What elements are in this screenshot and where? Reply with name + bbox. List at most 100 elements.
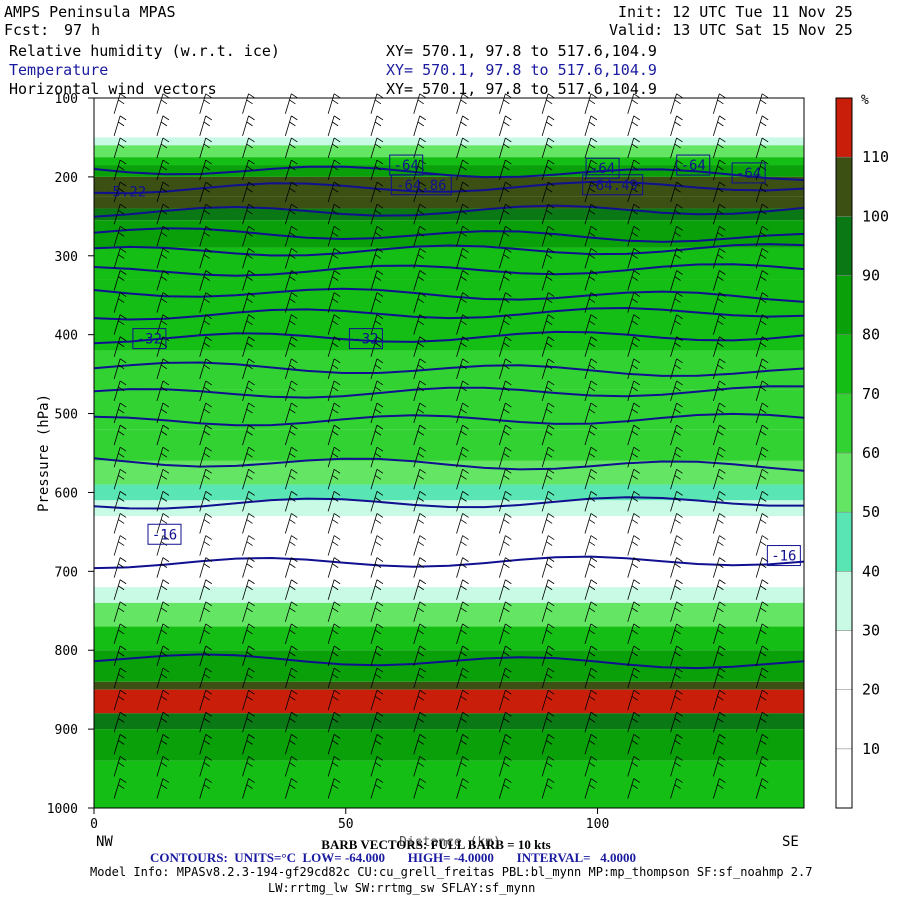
wind-barb: [456, 93, 469, 114]
colorbar-tick-label: 50: [862, 503, 880, 521]
wind-barb: [327, 734, 341, 755]
wind-barb: [284, 248, 298, 269]
contour-label-box: [731, 162, 766, 184]
wind-barb: [156, 159, 170, 181]
wind-barb: [712, 513, 726, 534]
init-time: Init: 12 UTC Tue 11 Nov 25: [618, 3, 853, 21]
wind-barb: [584, 446, 598, 468]
rh-band: [94, 602, 804, 627]
wind-barb: [156, 225, 170, 247]
wind-barb: [584, 248, 598, 269]
wind-barb: [370, 270, 384, 291]
wind-barb: [242, 270, 255, 291]
wind-barb: [498, 711, 512, 733]
wind-barb: [413, 314, 426, 335]
wind-barb: [755, 93, 769, 114]
wind-barb: [413, 225, 426, 247]
wind-barb: [284, 93, 298, 114]
wind-barb: [712, 491, 726, 512]
wind-barb: [113, 623, 127, 645]
wind-barb: [370, 778, 384, 799]
wind-barb: [370, 579, 384, 600]
wind-barb: [541, 601, 555, 622]
wind-barb: [156, 292, 170, 313]
wind-barb: [670, 689, 683, 711]
wind-barb: [156, 778, 170, 799]
wind-barb: [156, 711, 170, 733]
wind-barb: [670, 667, 683, 689]
wind-barb: [327, 203, 341, 225]
wind-barb: [199, 756, 212, 777]
wind-barb: [156, 601, 170, 622]
wind-barb: [327, 314, 341, 335]
wind-barb: [498, 424, 512, 446]
wind-barb: [755, 380, 769, 402]
wind-barb: [456, 756, 469, 777]
wind-barb: [327, 93, 341, 114]
wind-barb: [284, 270, 298, 291]
wind-barb: [413, 181, 426, 203]
rh-band: [94, 98, 804, 138]
wind-barb: [670, 248, 683, 269]
wind-barb: [712, 557, 726, 578]
wind-barb: [199, 579, 212, 600]
wind-barb: [498, 358, 512, 379]
wind-barb: [584, 756, 598, 777]
colorbar-tick-label: 90: [862, 267, 880, 285]
wind-barb: [199, 402, 212, 424]
wind-barb: [413, 711, 426, 733]
wind-barb: [199, 778, 212, 799]
wind-barb: [498, 623, 512, 645]
wind-barb: [456, 579, 469, 600]
colorbar-frame: [835, 97, 853, 809]
wind-barb: [413, 248, 426, 269]
wind-barb: [712, 667, 726, 689]
wind-barb: [498, 734, 512, 755]
wind-barb: [113, 270, 127, 291]
wind-barb: [712, 380, 726, 402]
wind-barb: [413, 645, 426, 667]
x-tick-label: 0: [90, 817, 98, 832]
wind-barb: [156, 203, 170, 225]
wind-barb: [199, 645, 212, 667]
wind-barb: [242, 424, 255, 446]
contour-label-extra: -5.22: [104, 185, 146, 201]
wind-barb: [456, 491, 469, 512]
wind-barb: [627, 468, 640, 490]
wind-barb: [498, 380, 512, 402]
wind-barb: [242, 579, 255, 600]
wind-barb: [156, 557, 170, 578]
wind-barb: [370, 601, 384, 622]
wind-barb: [113, 248, 127, 269]
wind-barb: [541, 248, 555, 269]
wind-barb: [242, 380, 255, 402]
wind-barb: [284, 667, 298, 689]
colorbar-tick-label: 70: [862, 385, 880, 403]
wind-barb: [413, 115, 426, 136]
wind-barb: [284, 115, 298, 136]
wind-barb: [199, 137, 212, 159]
wind-barb: [456, 667, 469, 689]
wind-barb: [370, 380, 384, 402]
colorbar-tick-label: 80: [862, 326, 880, 344]
wind-barb: [670, 93, 683, 114]
barb-note: BARB VECTORS: FULL BARB = 10 kts: [321, 837, 550, 852]
wind-barb: [156, 358, 170, 379]
wind-barb: [284, 137, 298, 159]
wind-barb: [413, 756, 426, 777]
wind-barb: [327, 336, 341, 357]
wind-barb: [584, 424, 598, 446]
wind-barb: [413, 734, 426, 755]
wind-barb: [327, 667, 341, 689]
wind-barb: [712, 446, 726, 468]
contour-label: -64: [394, 158, 419, 174]
wind-barb: [327, 601, 341, 622]
wind-barb: [627, 491, 640, 512]
wind-barb: [370, 137, 384, 159]
wind-barb: [670, 292, 683, 313]
wind-barb: [712, 601, 726, 622]
wind-barb: [284, 601, 298, 622]
wind-barb: [456, 424, 469, 446]
wind-barb: [627, 115, 640, 136]
wind-barb: [755, 667, 769, 689]
